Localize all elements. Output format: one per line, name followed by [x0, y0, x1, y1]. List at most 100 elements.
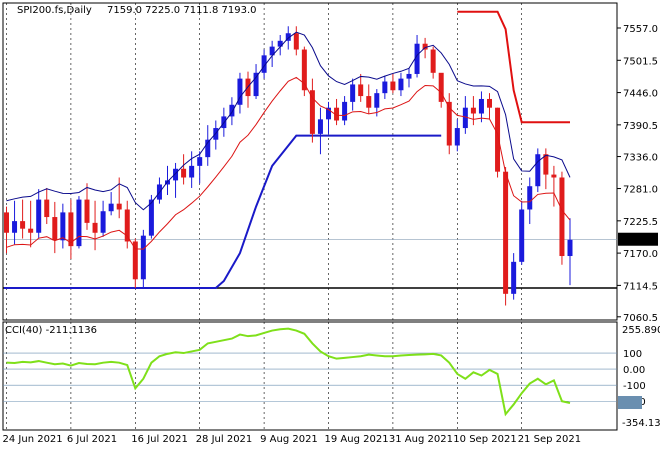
cci-line — [6, 327, 571, 417]
candle-body — [519, 209, 525, 262]
candle-body — [334, 107, 340, 121]
y-tick-label: 7501.5 — [623, 56, 658, 67]
candle-body — [454, 128, 460, 146]
x-tick-label: 28 Jul 2021 — [196, 434, 253, 445]
y-tick-label: 7557.0 — [623, 24, 658, 35]
candle-body — [132, 241, 138, 280]
candle-body — [301, 49, 307, 91]
candle-body — [398, 78, 404, 91]
x-tick-label: 6 Jul 2021 — [67, 434, 117, 445]
current-price-box — [618, 232, 658, 246]
x-tick-label: 31 Aug 2021 — [389, 434, 453, 445]
candle-body — [108, 203, 114, 212]
candle-body — [44, 199, 50, 218]
blue-trend-line — [4, 134, 442, 290]
cci-tick-label: 100 — [623, 349, 642, 360]
candle-body — [430, 49, 436, 73]
candle-body — [374, 93, 380, 108]
candle-body — [511, 261, 517, 294]
ohlc-readout: 7159.0 7225.0 7111.8 7193.0 — [107, 5, 257, 16]
candle-body — [100, 211, 106, 233]
candle-body — [551, 174, 557, 178]
fast-moving-average — [6, 76, 571, 250]
candle-body — [382, 81, 388, 94]
candle-body — [422, 43, 428, 50]
candle-body — [470, 107, 476, 114]
candle-body — [12, 221, 18, 233]
candle-body — [559, 177, 565, 257]
chart-symbol-label: SPI200.fs,Daily — [17, 5, 92, 16]
candle-body — [229, 104, 235, 117]
y-tick-label: 7060.5 — [623, 313, 658, 324]
x-tick-label: 16 Jul 2021 — [131, 434, 188, 445]
candle-body — [358, 84, 364, 97]
cci-panel-frame — [2, 321, 618, 431]
candle-body — [28, 228, 34, 233]
candle-body — [116, 203, 122, 210]
candle-body — [261, 55, 267, 73]
candle-body — [527, 186, 533, 210]
x-tick-label: 10 Sep 2021 — [453, 434, 516, 445]
candle-body — [20, 221, 26, 229]
red-trend-line — [457, 10, 570, 124]
candle-body — [543, 154, 549, 175]
candle-body — [446, 101, 452, 146]
y-tick-label: 7170.0 — [623, 249, 658, 260]
cci-min-label: -354.135 — [622, 418, 660, 429]
y-tick-label: 7446.0 — [623, 89, 658, 100]
candle-body — [181, 168, 187, 178]
candle-body — [36, 199, 42, 233]
x-tick-label: 19 Aug 2021 — [325, 434, 389, 445]
candle-body — [68, 212, 74, 247]
slow-moving-average — [6, 31, 571, 211]
candle-body — [293, 33, 299, 50]
cci-max-label: 255.8902 — [622, 325, 660, 336]
y-tick-label: 7336.0 — [623, 153, 658, 164]
candle-body — [52, 217, 58, 241]
candle-body — [503, 171, 509, 294]
cci-current-box — [618, 396, 642, 410]
y-tick-label: 7114.5 — [623, 281, 658, 292]
x-tick-label: 9 Aug 2021 — [260, 434, 318, 445]
candle-body — [140, 235, 146, 280]
candle-body — [414, 43, 420, 74]
current-price-label: 7193.0 — [621, 236, 656, 247]
y-tick-label: 7225.5 — [623, 217, 658, 228]
main-panel-frame — [2, 2, 618, 321]
candle-body — [124, 209, 130, 242]
candle-body — [438, 72, 444, 102]
candle-body — [92, 222, 98, 233]
candle-body — [277, 40, 283, 47]
candle-body — [342, 101, 348, 121]
y-tick-label: 7281.0 — [623, 185, 658, 196]
candle-body — [269, 46, 275, 56]
candle-body — [205, 139, 211, 158]
candle-body — [309, 90, 315, 134]
cci-tick-label: -100 — [623, 381, 646, 392]
candle-body — [495, 107, 501, 172]
candle-body — [390, 81, 396, 91]
candle-body — [326, 107, 331, 120]
candle-body — [462, 107, 468, 129]
candle-body — [4, 212, 9, 233]
candle-body — [148, 199, 154, 236]
candle-body — [567, 239, 573, 257]
candle-body — [350, 84, 356, 102]
candle-body — [84, 199, 90, 223]
candle-body — [285, 33, 291, 41]
candle-body — [478, 98, 484, 114]
candle-body — [173, 168, 179, 181]
candle-body — [535, 154, 541, 187]
candle-body — [253, 72, 259, 97]
candle-body — [76, 199, 82, 247]
candle-body — [317, 119, 323, 134]
candle-body — [406, 73, 412, 79]
candle-body — [237, 78, 243, 105]
candle-body — [60, 212, 66, 241]
candle-body — [487, 98, 492, 108]
y-tick-label: 7390.5 — [623, 121, 658, 132]
candle-body — [189, 165, 195, 178]
candle-body — [197, 157, 203, 166]
cci-tick-label: 0.00 — [623, 365, 645, 376]
